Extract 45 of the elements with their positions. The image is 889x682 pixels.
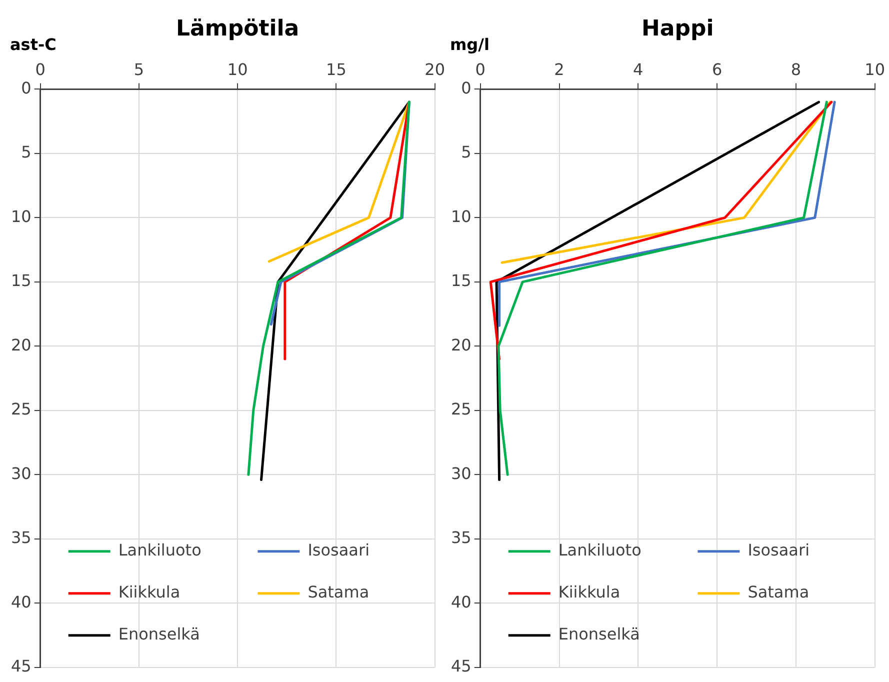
y-tick-label: 20 <box>11 335 32 354</box>
y-tick-label: 35 <box>11 528 32 548</box>
y-tick-label: 45 <box>11 656 32 676</box>
legend-label: Enonselkä <box>118 624 200 644</box>
x-tick-label: 8 <box>790 60 802 79</box>
y-tick-label: 15 <box>11 271 32 290</box>
x-axis-title: mg/l <box>450 35 490 54</box>
x-tick-label: 2 <box>554 60 564 79</box>
x-axis-title: ast-C <box>10 35 56 54</box>
y-tick-label: 30 <box>451 464 472 483</box>
y-tick-label: 45 <box>451 656 472 676</box>
y-tick-label: 35 <box>451 528 472 548</box>
y-tick-label: 20 <box>451 335 472 354</box>
y-tick-label: 5 <box>21 142 32 162</box>
x-tick-label: 0 <box>475 60 486 79</box>
y-tick-label: 30 <box>11 464 32 483</box>
legend-label: Satama <box>308 582 370 602</box>
legend-label: Enonselkä <box>558 624 640 644</box>
y-tick-label: 0 <box>21 78 32 98</box>
legend-label: Isosaari <box>748 540 810 560</box>
y-tick-label: 25 <box>11 400 32 419</box>
y-tick-label: 10 <box>451 206 472 226</box>
y-tick-label: 10 <box>11 206 32 226</box>
y-tick-label: 15 <box>451 271 472 290</box>
y-tick-label: 40 <box>11 592 32 612</box>
y-tick-label: 0 <box>461 78 472 98</box>
x-tick-label: 15 <box>326 60 346 79</box>
y-tick-label: 5 <box>461 142 472 162</box>
y-tick-label: 40 <box>451 592 472 612</box>
legend-label: Lankiluoto <box>118 540 202 560</box>
x-tick-label: 10 <box>227 60 248 79</box>
y-tick-label: 25 <box>451 400 472 419</box>
legend-label: Kiikkula <box>558 582 620 602</box>
x-tick-label: 20 <box>424 60 445 79</box>
x-tick-label: 4 <box>633 60 644 79</box>
x-tick-label: 6 <box>712 60 722 79</box>
legend-label: Satama <box>748 582 810 602</box>
legend-label: Isosaari <box>308 540 370 560</box>
x-tick-label: 0 <box>35 60 46 79</box>
chart-title: Lämpötila <box>176 16 300 42</box>
legend-label: Lankiluoto <box>558 540 642 560</box>
legend-label: Kiikkula <box>118 582 180 602</box>
x-tick-label: 5 <box>134 60 144 79</box>
chart-title: Happi <box>641 16 714 42</box>
x-tick-label: 10 <box>864 60 885 79</box>
